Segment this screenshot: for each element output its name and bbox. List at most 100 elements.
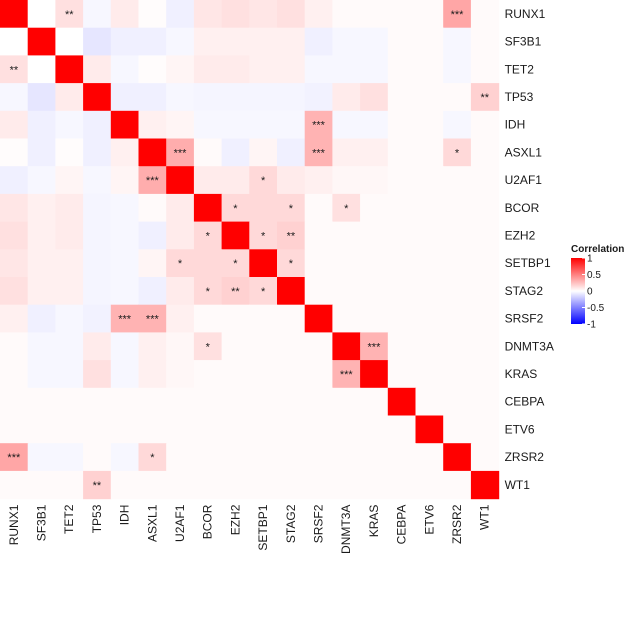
heatmap-cell-stag2-dnmt3a	[332, 277, 361, 306]
heatmap-cell-srsf2-tp53	[83, 304, 112, 333]
heatmap-cell-srsf2-cebpa	[387, 304, 417, 333]
heatmap-cell-kras-ezh2	[221, 360, 250, 389]
col-label-srsf2: SRSF2	[312, 504, 326, 543]
heatmap-cell-bcor-u2af1	[166, 193, 195, 223]
heatmap-cell-dnmt3a-dnmt3a	[332, 332, 361, 361]
heatmap-cell-kras-tp53	[83, 360, 112, 389]
col-label-ezh2: EZH2	[228, 504, 242, 535]
heatmap-cell-wt1-idh	[110, 470, 140, 500]
heatmap-cell-u2af1-zrsr2	[443, 166, 472, 195]
heatmap-cell-zrsr2-srsf2	[304, 443, 333, 472]
heatmap-cell-dnmt3a-tp53	[83, 332, 112, 361]
sig-marker-u2af1-setbp1: *	[261, 175, 266, 187]
heatmap-cell-stag2-etv6	[415, 277, 444, 306]
heatmap-cell-tp53-sf3b1	[27, 83, 56, 112]
heatmap-cell-zrsr2-setbp1	[249, 443, 278, 472]
heatmap-cell-asxl1-sf3b1	[27, 138, 56, 167]
heatmap-cell-ezh2-setbp1	[249, 221, 278, 250]
heatmap-cell-idh-dnmt3a	[332, 110, 361, 140]
heatmap-cell-tp53-idh	[110, 83, 140, 112]
heatmap-cell-idh-stag2	[277, 110, 306, 140]
col-label-tp53: TP53	[90, 504, 104, 533]
heatmap-cell-setbp1-u2af1	[166, 249, 195, 278]
heatmap-cell-bcor-wt1	[470, 193, 500, 223]
sig-marker-runx1-zrsr2: ***	[451, 9, 465, 21]
heatmap-cell-dnmt3a-idh	[110, 332, 140, 361]
heatmap-cells	[0, 0, 500, 500]
heatmap-cell-sf3b1-setbp1	[249, 27, 278, 56]
col-label-asxl1: ASXL1	[145, 504, 159, 542]
heatmap-cell-srsf2-idh	[110, 304, 140, 333]
heatmap-cell-srsf2-ezh2	[221, 304, 250, 333]
heatmap-cell-zrsr2-sf3b1	[27, 443, 56, 472]
heatmap-cell-tet2-stag2	[277, 55, 306, 84]
heatmap-cell-etv6-tp53	[83, 415, 112, 444]
heatmap-cell-idh-tet2	[55, 110, 84, 140]
heatmap-cell-setbp1-idh	[110, 249, 140, 278]
heatmap-cell-u2af1-u2af1	[166, 166, 195, 195]
heatmap-cell-u2af1-srsf2	[304, 166, 333, 195]
heatmap-cell-kras-setbp1	[249, 360, 278, 389]
col-label-zrsr2: ZRSR2	[450, 504, 464, 544]
row-label-ezh2: EZH2	[505, 228, 536, 242]
heatmap-cell-tet2-cebpa	[387, 55, 417, 84]
sig-marker-u2af1-asxl1: ***	[146, 175, 160, 187]
heatmap-cell-runx1-runx1	[0, 0, 29, 29]
heatmap-cell-kras-tet2	[55, 360, 84, 389]
heatmap-cell-tet2-setbp1	[249, 55, 278, 84]
significance-markers: ** ************* *** **** ** * ** * *** * ** ** ****…	[7, 9, 489, 492]
heatmap-cell-ezh2-srsf2	[304, 221, 333, 250]
heatmap-cell-cebpa-cebpa	[387, 387, 417, 417]
heatmap-cell-tp53-u2af1	[166, 83, 195, 112]
heatmap-cell-idh-srsf2	[304, 110, 333, 140]
heatmap-cell-tet2-wt1	[470, 55, 500, 84]
heatmap-cell-idh-runx1	[0, 110, 29, 140]
heatmap-cell-ezh2-tet2	[55, 221, 84, 250]
heatmap-cell-runx1-asxl1	[138, 0, 167, 29]
col-label-setbp1: SETBP1	[256, 504, 270, 550]
heatmap-cell-wt1-dnmt3a	[332, 470, 361, 500]
heatmap-cell-idh-sf3b1	[27, 110, 56, 140]
heatmap-cell-tp53-cebpa	[387, 83, 417, 112]
heatmap-cell-cebpa-runx1	[0, 387, 29, 417]
heatmap-cell-wt1-setbp1	[249, 470, 278, 500]
sig-marker-ezh2-stag2: **	[287, 230, 296, 242]
sig-marker-setbp1-ezh2: *	[233, 258, 238, 270]
heatmap-cell-sf3b1-tet2	[55, 27, 84, 56]
heatmap-cell-runx1-zrsr2	[443, 0, 472, 29]
heatmap-cell-kras-cebpa	[387, 360, 417, 389]
heatmap-cell-bcor-bcor	[193, 193, 223, 223]
heatmap-cell-runx1-bcor	[193, 0, 223, 29]
heatmap-cell-stag2-idh	[110, 277, 140, 306]
heatmap-cell-setbp1-wt1	[470, 249, 500, 278]
heatmap-cell-runx1-u2af1	[166, 0, 195, 29]
heatmap-cell-dnmt3a-bcor	[193, 332, 223, 361]
heatmap-cell-kras-wt1	[470, 360, 500, 389]
heatmap-cell-bcor-zrsr2	[443, 193, 472, 223]
col-label-runx1: RUNX1	[7, 504, 21, 545]
heatmap-cell-u2af1-kras	[360, 166, 389, 195]
heatmap-cell-srsf2-sf3b1	[27, 304, 56, 333]
col-label-tet2: TET2	[62, 504, 76, 534]
heatmap-cell-wt1-zrsr2	[443, 470, 472, 500]
heatmap-cell-srsf2-stag2	[277, 304, 306, 333]
heatmap-cell-kras-sf3b1	[27, 360, 56, 389]
heatmap-cell-asxl1-idh	[110, 138, 140, 167]
heatmap-cell-setbp1-asxl1	[138, 249, 167, 278]
heatmap-cell-u2af1-cebpa	[387, 166, 417, 195]
heatmap-cell-bcor-srsf2	[304, 193, 333, 223]
heatmap-cell-cebpa-stag2	[277, 387, 306, 417]
heatmap-cell-cebpa-idh	[110, 387, 140, 417]
heatmap-cell-etv6-sf3b1	[27, 415, 56, 444]
col-label-dnmt3a: DNMT3A	[339, 505, 353, 554]
heatmap-cell-setbp1-runx1	[0, 249, 29, 278]
heatmap-cell-asxl1-srsf2	[304, 138, 333, 167]
heatmap-cell-u2af1-dnmt3a	[332, 166, 361, 195]
heatmap-cell-stag2-zrsr2	[443, 277, 472, 306]
heatmap-cell-srsf2-zrsr2	[443, 304, 472, 333]
heatmap-cell-tet2-tet2	[55, 55, 84, 84]
col-label-idh: IDH	[118, 505, 132, 526]
heatmap-cell-dnmt3a-stag2	[277, 332, 306, 361]
row-label-tet2: TET2	[505, 62, 535, 76]
heatmap-cell-etv6-bcor	[193, 415, 223, 444]
